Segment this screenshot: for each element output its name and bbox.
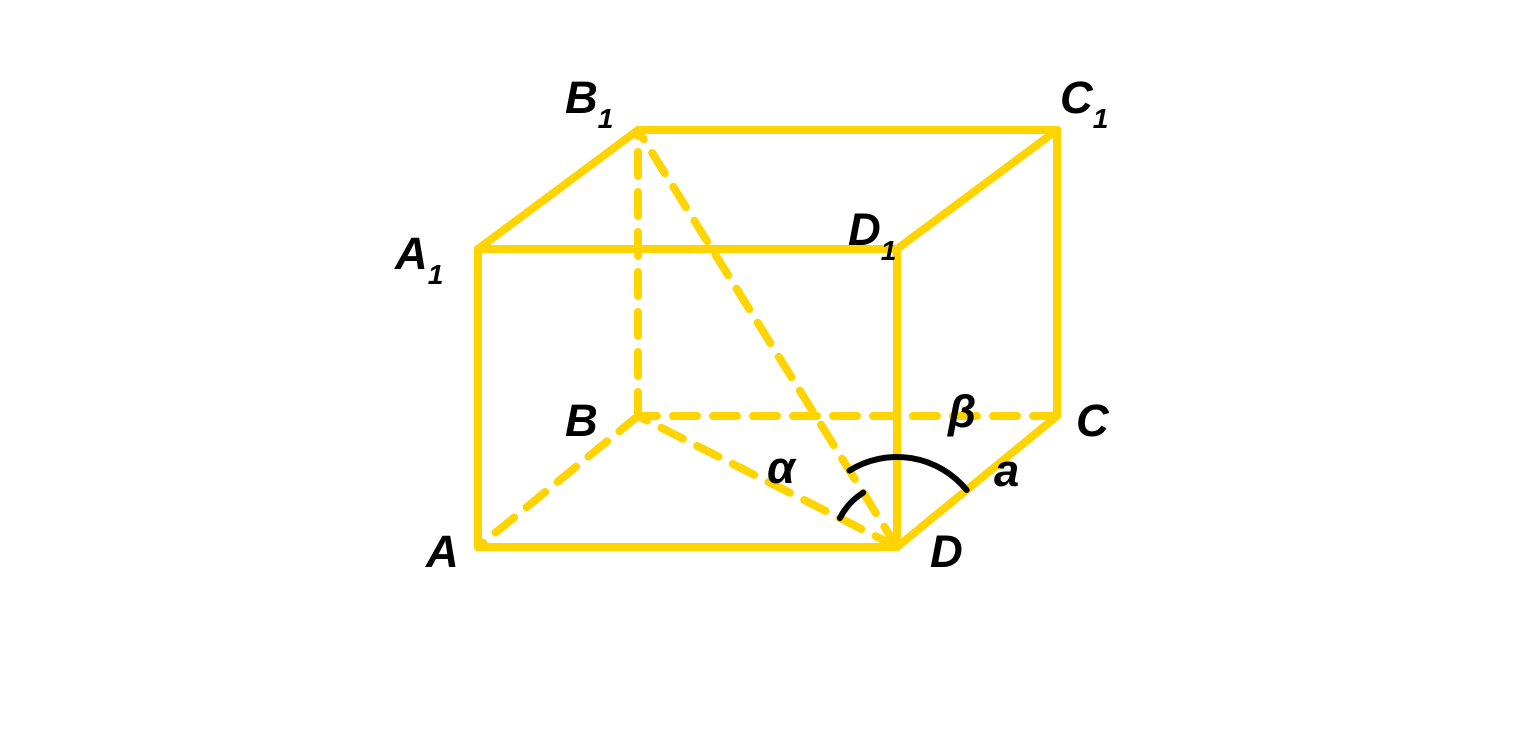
label-alpha: α — [767, 442, 795, 494]
label-side-a: a — [994, 445, 1019, 497]
label-A1: A1 — [395, 228, 443, 286]
label-B1: B1 — [565, 72, 613, 130]
label-D1: D1 — [848, 204, 896, 262]
label-C: C — [1076, 395, 1109, 453]
label-D: D — [930, 526, 963, 584]
diagram-svg — [0, 0, 1536, 729]
geometry-diagram: A B C D A1 B1 C1 D1 α β a — [0, 0, 1536, 729]
label-B: B — [565, 395, 598, 453]
label-C1: C1 — [1060, 72, 1108, 130]
label-beta: β — [948, 386, 976, 438]
label-A: A — [426, 526, 459, 584]
